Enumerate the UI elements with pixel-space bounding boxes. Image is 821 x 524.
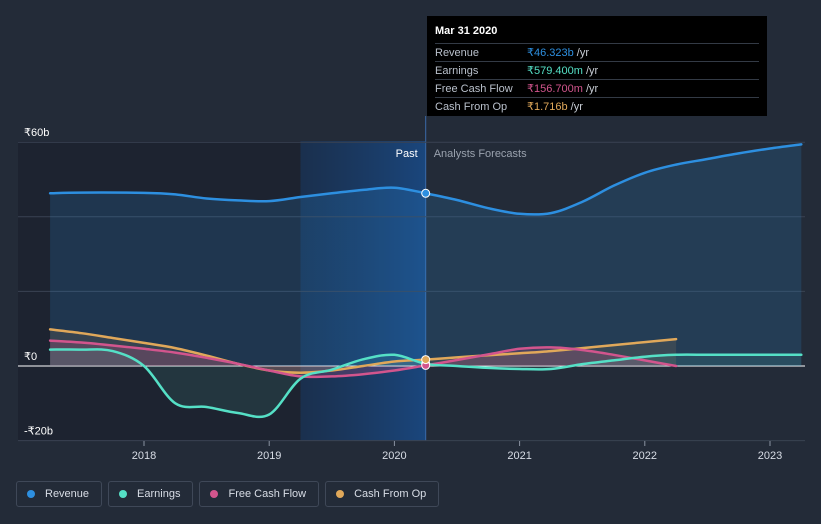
y-tick-label: ₹60b [24, 127, 49, 139]
tooltip-label: Earnings [435, 64, 479, 77]
x-tick-label: 2021 [507, 450, 531, 462]
legend-dot-icon [336, 490, 345, 498]
tooltip-value: ₹1.716b [527, 101, 568, 113]
series-area-cash-from-op [50, 329, 677, 373]
tooltip-label: Revenue [435, 46, 480, 59]
legend-dot-icon [119, 490, 128, 498]
tooltip-unit: /yr [585, 64, 599, 77]
legend: Revenue Earnings Free Cash Flow Cash Fro… [16, 481, 440, 507]
series-line-free-cash-flow [48, 339, 678, 379]
tooltip-value: ₹579.400m [527, 65, 583, 77]
y-tick-label: -₹20b [24, 426, 53, 438]
tooltip-unit: /yr [585, 82, 599, 95]
tooltip: Mar 31 2020 Revenue ₹46.323b /yr Earning… [427, 16, 767, 116]
y-tick-label: ₹0 [24, 351, 37, 363]
legend-label: Revenue [45, 488, 90, 500]
legend-item-free-cash-flow[interactable]: Free Cash Flow [199, 481, 320, 507]
tooltip-row-cfo: Cash From Op ₹1.716b /yr [435, 97, 759, 115]
tooltip-value: ₹156.700m [527, 83, 583, 95]
tooltip-date: Mar 31 2020 [435, 25, 498, 37]
tooltip-label: Free Cash Flow [435, 82, 513, 95]
legend-item-earnings[interactable]: Earnings [108, 481, 194, 507]
x-tick-label: 2020 [382, 450, 406, 462]
legend-dot-icon [210, 490, 219, 498]
tooltip-row-revenue: Revenue ₹46.323b /yr [435, 43, 759, 61]
legend-dot-icon [27, 490, 35, 498]
forecast-label: Analysts Forecasts [434, 148, 527, 160]
past-label: Past [396, 148, 418, 160]
tooltip-unit: /yr [576, 46, 589, 59]
legend-item-cash-from-op[interactable]: Cash From Op [325, 481, 440, 507]
series-area-revenue [50, 144, 802, 366]
tooltip-value: ₹46.323b [527, 47, 574, 59]
data-point [421, 355, 431, 365]
series-line-revenue [48, 143, 803, 216]
tooltip-label: Cash From Op [435, 100, 508, 113]
x-tick-label: 2023 [758, 450, 782, 462]
x-tick-label: 2019 [257, 450, 281, 462]
tooltip-unit: /yr [570, 100, 583, 113]
legend-label: Earnings [137, 488, 181, 500]
tooltip-row-earnings: Earnings ₹579.400m /yr [435, 61, 759, 79]
legend-label: Cash From Op [354, 488, 427, 500]
data-point [421, 188, 431, 198]
tooltip-row-fcf: Free Cash Flow ₹156.700m /yr [435, 79, 759, 97]
x-tick-label: 2022 [633, 450, 657, 462]
x-tick-label: 2018 [132, 450, 156, 462]
legend-item-revenue[interactable]: Revenue [16, 481, 103, 507]
legend-label: Free Cash Flow [228, 488, 307, 500]
series-area-earnings [50, 349, 802, 417]
